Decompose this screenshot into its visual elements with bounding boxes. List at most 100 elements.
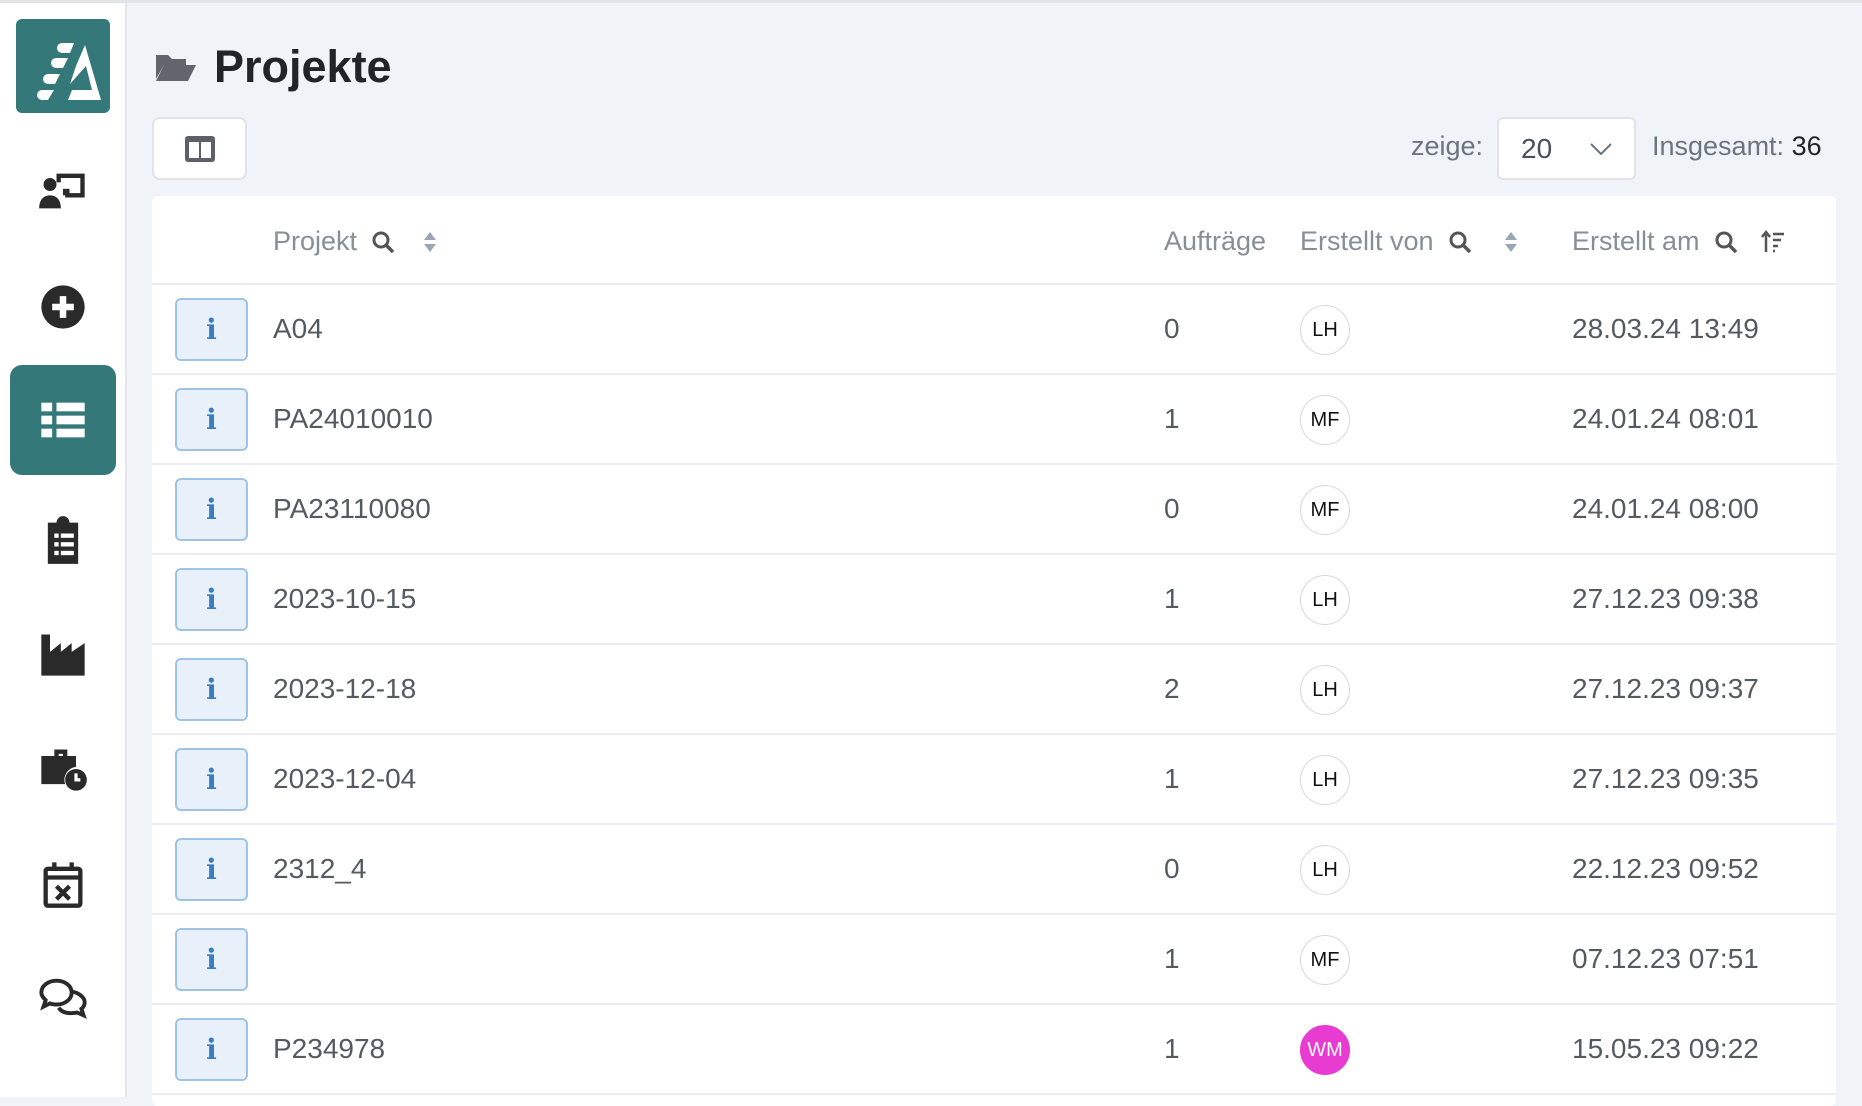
info-button[interactable]: i — [175, 838, 248, 901]
chevron-down-icon — [1590, 142, 1612, 155]
project-name[interactable]: 2023-12-18 — [273, 673, 417, 704]
industry-icon — [41, 634, 85, 676]
sort-descending-icon[interactable] — [1760, 229, 1786, 254]
avatar-initials: LH — [1312, 318, 1338, 341]
table-row: i 2023-12-04 1 LH 27.12.23 09:35 — [152, 735, 1836, 825]
total-label: Insgesamt: — [1652, 131, 1785, 161]
table-row: i PA23110080 0 MF 24.01.24 08:00 — [152, 465, 1836, 555]
created-at: 27.12.23 09:38 — [1572, 583, 1759, 614]
table-row: i 2023-12-18 2 LH 27.12.23 09:37 — [152, 645, 1836, 735]
info-icon: i — [206, 493, 217, 526]
info-button[interactable]: i — [175, 298, 248, 361]
created-at: 24.01.24 08:01 — [1572, 403, 1759, 434]
info-button[interactable]: i — [175, 478, 248, 541]
avatar-initials: LH — [1312, 588, 1338, 611]
plus-circle-icon — [41, 285, 85, 329]
search-icon[interactable] — [1714, 230, 1738, 254]
table-row: i 2023-10-15 1 LH 27.12.23 09:38 — [152, 555, 1836, 645]
created-at: 27.12.23 09:35 — [1572, 763, 1759, 794]
created-at: 22.12.23 09:52 — [1572, 853, 1759, 884]
project-name[interactable]: P234978 — [273, 1033, 386, 1064]
columns-icon — [184, 135, 215, 162]
header-created-by: Erstellt von — [1300, 226, 1434, 256]
sidebar-item-add[interactable] — [10, 252, 116, 362]
page-title: Projekte — [214, 41, 392, 92]
project-name[interactable]: 2023-12-04 — [273, 763, 417, 794]
info-icon: i — [206, 583, 217, 616]
info-button[interactable]: i — [175, 748, 248, 811]
created-at: 15.05.23 09:22 — [1572, 1033, 1759, 1064]
avatar: MF — [1300, 935, 1350, 985]
sidebar-item-presentation[interactable] — [10, 136, 116, 246]
orders-count: 0 — [1164, 493, 1180, 524]
avatar-initials: LH — [1312, 678, 1338, 701]
orders-count: 1 — [1164, 943, 1180, 974]
orders-count: 0 — [1164, 313, 1180, 344]
project-name[interactable]: A04 — [273, 313, 323, 344]
orders-count: 0 — [1164, 853, 1180, 884]
info-button[interactable]: i — [175, 568, 248, 631]
avatar: LH — [1300, 575, 1350, 625]
created-at: 24.01.24 08:00 — [1572, 493, 1759, 524]
header-created-at: Erstellt am — [1572, 226, 1700, 256]
projects-table: Projekt Aufträge Erstellt von Erstellt a… — [152, 196, 1836, 1106]
sidebar-item-messages[interactable] — [10, 943, 116, 1053]
info-icon: i — [206, 403, 217, 436]
info-icon: i — [206, 943, 217, 976]
folder-open-icon — [156, 55, 196, 81]
sidebar-item-production[interactable] — [10, 599, 116, 709]
table-row: i P234978 1 WM 15.05.23 09:22 — [152, 1005, 1836, 1095]
table-row: i A04 0 LH 28.03.24 13:49 — [152, 285, 1836, 375]
avatar: MF — [1300, 395, 1350, 445]
total-value: 36 — [1791, 131, 1822, 161]
header-orders: Aufträge — [1164, 226, 1267, 256]
info-icon: i — [206, 313, 217, 346]
header-project: Projekt — [273, 226, 358, 256]
search-icon[interactable] — [1448, 230, 1472, 254]
avatar-initials: MF — [1310, 498, 1340, 521]
sidebar-item-tasks[interactable] — [10, 485, 116, 595]
avatar-initials: WM — [1307, 1038, 1343, 1061]
info-icon: i — [206, 1033, 217, 1066]
search-icon[interactable] — [371, 230, 395, 254]
sort-icon[interactable] — [423, 231, 437, 253]
info-button[interactable]: i — [175, 928, 248, 991]
info-button[interactable]: i — [175, 1018, 248, 1081]
project-name[interactable]: PA23110080 — [273, 493, 431, 524]
sidebar — [0, 3, 127, 1097]
avatar: WM — [1300, 1025, 1350, 1075]
app-logo[interactable] — [16, 19, 110, 113]
sidebar-item-time[interactable] — [10, 714, 116, 824]
page-size-value: 20 — [1521, 132, 1553, 164]
table-header: Projekt Aufträge Erstellt von Erstellt a… — [152, 196, 1836, 285]
project-name[interactable]: 2312_4 — [273, 853, 367, 884]
table-row: i PA24010010 1 MF 24.01.24 08:01 — [152, 375, 1836, 465]
info-icon: i — [206, 763, 217, 796]
avatar: LH — [1300, 665, 1350, 715]
sort-icon[interactable] — [1504, 231, 1518, 253]
sidebar-item-projects[interactable] — [10, 365, 116, 475]
avatar-initials: LH — [1312, 768, 1338, 791]
project-name[interactable]: PA24010010 — [273, 403, 433, 434]
info-icon: i — [206, 853, 217, 886]
info-icon: i — [206, 673, 217, 706]
info-button[interactable]: i — [175, 388, 248, 451]
orders-count: 1 — [1164, 583, 1180, 614]
column-layout-button[interactable] — [152, 117, 247, 180]
table-row: i 2312_4 0 LH 22.12.23 09:52 — [152, 825, 1836, 915]
project-name[interactable]: 2023-10-15 — [273, 583, 417, 614]
avatar: LH — [1300, 755, 1350, 805]
sidebar-item-absence[interactable] — [10, 829, 116, 939]
page-size-select[interactable]: 20 — [1497, 117, 1636, 180]
comments-icon — [39, 978, 87, 1019]
avatar: LH — [1300, 845, 1350, 895]
avatar: MF — [1300, 485, 1350, 535]
page-size-label: zeige: — [1411, 131, 1484, 161]
avatar-initials: MF — [1310, 408, 1340, 431]
business-time-icon — [41, 749, 87, 791]
created-at: 28.03.24 13:49 — [1572, 313, 1759, 344]
avatar-initials: LH — [1312, 858, 1338, 881]
calendar-x-icon — [43, 862, 83, 908]
orders-count: 2 — [1164, 673, 1180, 704]
info-button[interactable]: i — [175, 658, 248, 721]
